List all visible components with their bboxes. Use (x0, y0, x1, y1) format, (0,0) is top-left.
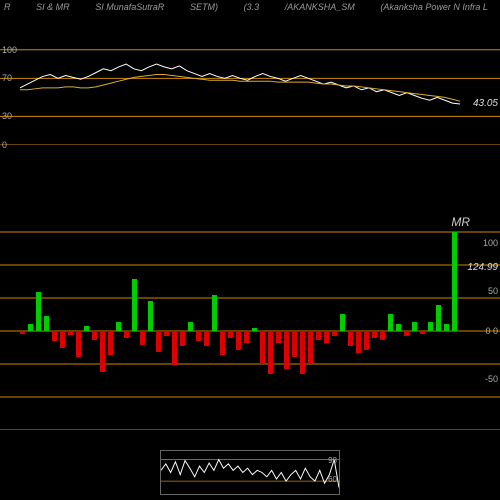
mr-ytick: -50 (485, 374, 498, 384)
bar (300, 331, 305, 374)
bar (196, 331, 201, 341)
bar (204, 331, 209, 346)
bar (164, 331, 169, 336)
bar (124, 331, 129, 338)
bar (20, 331, 25, 334)
bar (348, 331, 353, 346)
bar (188, 322, 193, 331)
bar (68, 331, 73, 335)
bar (444, 324, 449, 331)
bar (172, 331, 177, 365)
bar (132, 279, 137, 331)
mr-ytick: 0 0 (485, 326, 498, 336)
bar (180, 331, 185, 346)
bar (116, 322, 121, 331)
bar (52, 331, 57, 341)
bar (428, 322, 433, 331)
bar (308, 331, 313, 364)
bar (212, 295, 217, 331)
mini-svg (161, 451, 339, 494)
bar (380, 331, 385, 340)
hdr-item: (3.3 (244, 2, 260, 16)
bar (420, 331, 425, 334)
bar (452, 232, 457, 331)
bar (324, 331, 329, 343)
hdr-item: SI & MR (36, 2, 70, 16)
bar (236, 331, 241, 350)
bar (148, 301, 153, 331)
mini-tick: 98 (328, 456, 337, 465)
bar (372, 331, 377, 338)
bar (436, 305, 441, 331)
header-strip: R SI & MR SI MunafaSutraR SETM) (3.3 /AK… (0, 2, 500, 16)
bar (140, 331, 145, 345)
bar (268, 331, 273, 374)
hdr-item: SETM) (190, 2, 218, 16)
bar (60, 331, 65, 348)
mr-ytick: 100 (483, 238, 498, 248)
bar (228, 331, 233, 338)
bar (28, 324, 33, 331)
ytick-label: 0 (2, 140, 7, 150)
bar (316, 331, 321, 340)
mr-chart: MR 100500 0-50 124.99 (0, 210, 500, 430)
bar (404, 331, 409, 336)
bar (244, 331, 249, 343)
bar (44, 316, 49, 331)
bar (284, 331, 289, 369)
mini-panel: 98 60 (160, 450, 340, 495)
bar (100, 331, 105, 372)
bar (108, 331, 113, 355)
hdr-item: R (4, 2, 11, 16)
bar (220, 331, 225, 355)
bar (292, 331, 297, 357)
bar (364, 331, 369, 350)
bar (356, 331, 361, 353)
mr-ytick: 50 (488, 286, 498, 296)
bar (36, 292, 41, 331)
bar (156, 331, 161, 352)
hdr-item: SI MunafaSutraR (95, 2, 164, 16)
ytick-label: 70 (2, 73, 12, 83)
bar (340, 314, 345, 331)
ytick-label: 100 (2, 45, 17, 55)
bar (260, 331, 265, 364)
bar (388, 314, 393, 331)
bar (76, 331, 81, 357)
rsi-svg (0, 45, 500, 145)
bar (396, 324, 401, 331)
bar (92, 331, 97, 340)
mr-end-label: 124.99 (467, 262, 498, 273)
bar (412, 322, 417, 331)
mini-tick: 60 (328, 475, 337, 484)
bar (252, 328, 257, 331)
bar (84, 326, 89, 331)
ytick-label: 30 (2, 111, 12, 121)
hdr-item: (Akanksha Power N Infra L (380, 2, 488, 16)
bar (276, 331, 281, 343)
rsi-chart: 10070300 43.05 (0, 45, 500, 145)
hdr-item: /AKANKSHA_SM (285, 2, 355, 16)
bars-container (20, 210, 460, 430)
bar (332, 331, 337, 336)
rsi-value-label: 43.05 (473, 98, 498, 109)
